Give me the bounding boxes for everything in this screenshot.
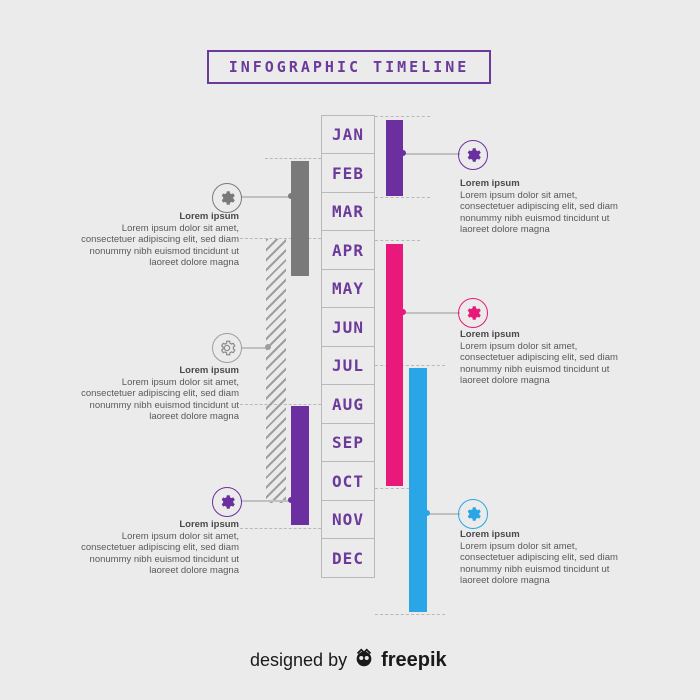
guide-line — [375, 365, 445, 366]
gear-icon — [458, 298, 488, 328]
guide-line — [240, 238, 321, 239]
gear-icon — [212, 183, 242, 213]
block-line: nonummy nibh euismod tincidunt ut — [89, 399, 239, 411]
block-line: Lorem ipsum dolor sit amet, — [121, 530, 239, 542]
month-cell: OCT — [321, 461, 375, 501]
month-cell: AUG — [321, 384, 375, 424]
connector-line — [241, 347, 268, 349]
guide-line — [240, 528, 321, 529]
month-cell: MAY — [321, 268, 375, 309]
block-line: Lorem ipsum dolor sit amet, — [460, 540, 578, 552]
block-line: laoreet dolore magna — [460, 575, 550, 586]
gear-icon — [458, 499, 488, 529]
block-line: nonummy nibh euismod tincidunt ut — [460, 563, 610, 575]
block-line: nonummy nibh euismod tincidunt ut — [460, 363, 610, 375]
text-block: Lorem ipsum Lorem ipsum dolor sit amet, … — [64, 365, 239, 423]
connector-line — [241, 196, 291, 198]
block-line: laoreet dolore magna — [460, 224, 550, 235]
month-cell: DEC — [321, 538, 375, 578]
connector-dot — [400, 150, 406, 156]
block-line: laoreet dolore magna — [149, 411, 239, 422]
timeline-bar-blue — [409, 368, 427, 612]
block-line: Lorem ipsum dolor sit amet, — [121, 376, 239, 388]
freepik-logo-icon — [353, 647, 375, 674]
month-cell: MAR — [321, 191, 375, 232]
guide-line — [375, 488, 420, 489]
block-heading: Lorem ipsum — [179, 519, 239, 530]
block-line: Lorem ipsum dolor sit amet, — [121, 222, 239, 234]
month-column: JAN FEB MAR APR MAY JUN JUL AUG SEP OCT … — [321, 114, 375, 578]
connector-line — [241, 500, 291, 502]
text-block: Lorem ipsum Lorem ipsum dolor sit amet, … — [460, 329, 635, 387]
block-heading: Lorem ipsum — [460, 329, 520, 340]
block-line: Lorem ipsum dolor sit amet, — [460, 340, 578, 352]
month-cell: FEB — [321, 153, 375, 193]
guide-line — [265, 158, 321, 159]
month-cell: JUN — [321, 307, 375, 347]
block-line: laoreet dolore magna — [149, 565, 239, 576]
block-heading: Lorem ipsum — [460, 178, 520, 189]
guide-line — [375, 197, 430, 198]
guide-line — [375, 240, 420, 241]
guide-line — [375, 116, 430, 117]
connector-line — [427, 513, 460, 515]
guide-line — [375, 614, 445, 615]
timeline-bar-purple-left — [291, 406, 309, 525]
month-cell: NOV — [321, 499, 375, 540]
connector-line — [403, 312, 460, 314]
block-line: nonummy nibh euismod tincidunt ut — [460, 212, 610, 224]
designed-by-text: designed by — [250, 649, 348, 670]
block-line: nonummy nibh euismod tincidunt ut — [89, 245, 239, 257]
block-line: Lorem ipsum dolor sit amet, — [460, 189, 578, 201]
block-heading: Lorem ipsum — [179, 211, 239, 222]
timeline-bar-gray — [291, 161, 309, 276]
page-title: INFOGRAPHIC TIMELINE — [207, 50, 491, 84]
gear-outline-icon — [212, 333, 242, 363]
block-line: consectetuer adipiscing elit, sed diam — [460, 352, 618, 363]
text-block: Lorem ipsum Lorem ipsum dolor sit amet, … — [64, 211, 239, 269]
block-line: consectetuer adipiscing elit, sed diam — [81, 234, 239, 245]
block-line: nonummy nibh euismod tincidunt ut — [89, 553, 239, 565]
connector-dot — [288, 497, 294, 503]
timeline-bar-purple-right — [386, 120, 403, 196]
timeline-bar-magenta — [386, 244, 403, 486]
month-cell: JUL — [321, 345, 375, 386]
block-heading: Lorem ipsum — [179, 365, 239, 376]
connector-dot — [424, 510, 430, 516]
text-block: Lorem ipsum Lorem ipsum dolor sit amet, … — [460, 178, 635, 236]
block-line: consectetuer adipiscing elit, sed diam — [460, 552, 618, 563]
footer-credit: designed by freepik — [250, 645, 460, 675]
timeline-bar-hatched — [266, 239, 286, 503]
connector-line — [403, 153, 460, 155]
month-cell: APR — [321, 230, 375, 270]
gear-icon — [458, 140, 488, 170]
text-block: Lorem ipsum Lorem ipsum dolor sit amet, … — [460, 529, 635, 587]
connector-dot — [288, 193, 294, 199]
block-line: consectetuer adipiscing elit, sed diam — [81, 388, 239, 399]
connector-dot — [400, 309, 406, 315]
block-line: laoreet dolore magna — [149, 257, 239, 268]
brand-name: freepik — [381, 648, 447, 671]
block-line: laoreet dolore magna — [460, 375, 550, 386]
text-block: Lorem ipsum Lorem ipsum dolor sit amet, … — [64, 519, 239, 577]
connector-dot — [265, 344, 271, 350]
month-cell: JAN — [321, 114, 375, 155]
month-cell: SEP — [321, 422, 375, 463]
block-line: consectetuer adipiscing elit, sed diam — [460, 201, 618, 212]
block-line: consectetuer adipiscing elit, sed diam — [81, 542, 239, 553]
gear-icon — [212, 487, 242, 517]
block-heading: Lorem ipsum — [460, 529, 520, 540]
